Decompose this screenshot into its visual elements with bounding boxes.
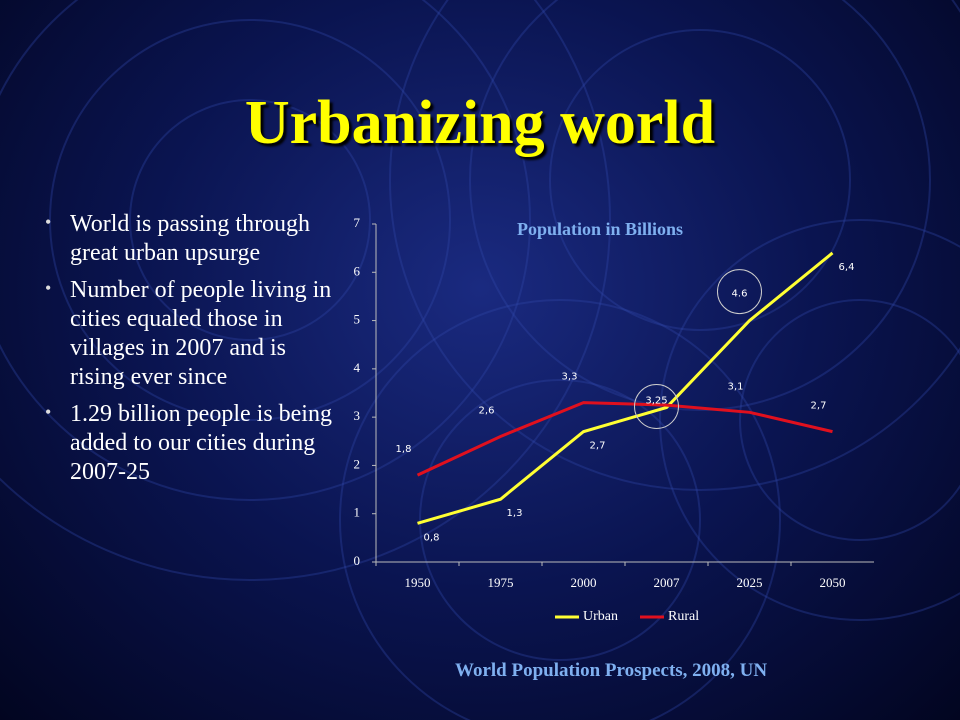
y-tick-label: 7: [354, 215, 361, 230]
data-label: 6,4: [839, 262, 855, 273]
y-tick-label: 2: [354, 456, 361, 471]
line-series: [417, 251, 834, 525]
line-series: [416, 401, 833, 477]
chart-title: Population in Billions: [517, 219, 683, 239]
bullet-list: World is passing through great urban ups…: [45, 208, 345, 495]
x-tick-label: 1950: [405, 575, 431, 590]
y-tick-label: 3: [354, 408, 361, 423]
x-tick-label: 2050: [820, 575, 846, 590]
x-tick-label: 2000: [571, 575, 597, 590]
annotation-circle: [717, 269, 762, 315]
y-tick-label: 6: [354, 263, 361, 278]
data-label: 1,8: [396, 444, 412, 455]
slide-title: Urbanizing world: [244, 89, 716, 157]
data-label: 1,3: [507, 508, 523, 519]
annotation: 4.6: [732, 289, 748, 300]
y-tick-label: 1: [354, 505, 361, 520]
x-tick-label: 2025: [737, 575, 763, 590]
y-tick-label: 0: [354, 553, 361, 568]
y-tick-label: 4: [354, 360, 361, 375]
data-label: 3,3: [562, 372, 578, 383]
annotation: 3,25: [645, 396, 667, 407]
source: World Population Prospects, 2008, UN: [455, 660, 768, 681]
legend-label: Urban: [583, 609, 618, 624]
x-tick-label: 1975: [488, 575, 514, 590]
annotation-circle: [634, 384, 679, 430]
bullet: World is passing through great urban ups…: [45, 208, 345, 268]
bullet: Number of people living in cities equale…: [45, 274, 345, 392]
data-label: 2,6: [479, 405, 495, 416]
bullet: 1.29 billion people is being added to ou…: [45, 398, 345, 487]
data-label: 2,7: [811, 401, 827, 412]
data-label: 3,1: [728, 381, 744, 392]
y-tick-label: 5: [354, 312, 361, 327]
data-label: 0,8: [424, 532, 440, 543]
data-label: 2,7: [590, 441, 606, 452]
x-tick-label: 2007: [654, 575, 681, 590]
legend-label: Rural: [668, 609, 699, 624]
